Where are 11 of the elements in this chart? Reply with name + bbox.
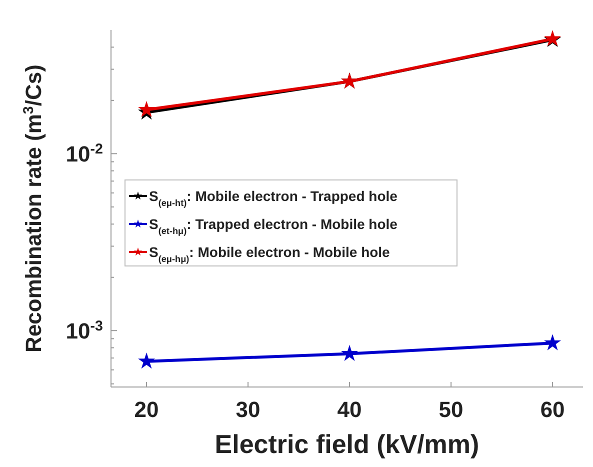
x-tick-label: 40: [337, 397, 362, 422]
x-tick-label: 60: [540, 397, 565, 422]
y-tick-label: 10$^{-3}$: [66, 318, 104, 344]
x-tick-label: 50: [438, 397, 464, 422]
legend-label: S$_{(eμ-ht)}$: Mobile electron - Trapped hole: [149, 188, 398, 208]
y-tick-label: 10$^{-2}$: [66, 142, 104, 167]
x-axis-title: Electric field (kV/mm): [214, 429, 480, 459]
legend-label: S$_{(et-hμ)}$: Trapped electron - Mobile hole: [149, 216, 398, 236]
x-tick-label: 30: [236, 397, 260, 422]
legend-label: S$_{(eμ-hμ)}$: Mobile electron - Mobile hole: [149, 244, 390, 264]
x-tick-label: 20: [134, 397, 159, 422]
